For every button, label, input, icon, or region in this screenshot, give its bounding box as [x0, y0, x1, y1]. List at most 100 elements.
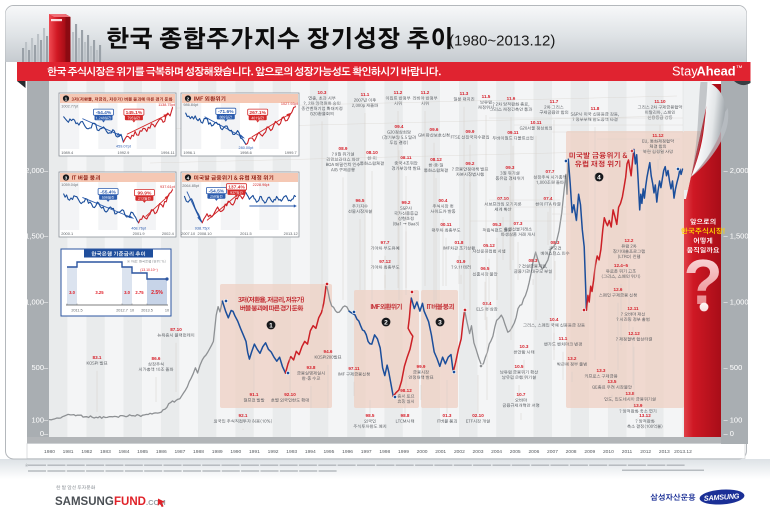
svg-text:1996: 1996 — [342, 449, 353, 455]
svg-text:1995: 1995 — [323, 449, 334, 455]
svg-text:13.12: 13.12 — [639, 413, 651, 418]
svg-text:2012: 2012 — [640, 449, 651, 455]
svg-text:10: 10 — [130, 309, 134, 313]
svg-text:11.6: 11.6 — [507, 96, 516, 101]
svg-text:03.4: 03.4 — [483, 301, 492, 306]
svg-text:– 1,000: – 1,000 — [724, 297, 749, 306]
svg-text:08.12: 08.12 — [430, 157, 442, 162]
svg-text:1991: 1991 — [249, 449, 260, 455]
svg-text:1: 1 — [65, 97, 68, 103]
svg-text:01.3: 01.3 — [443, 413, 452, 418]
svg-text:2002: 2002 — [454, 449, 465, 455]
svg-text:08.11: 08.11 — [400, 155, 412, 160]
svg-text:2007: 2007 — [547, 449, 558, 455]
svg-text:01.9: 01.9 — [457, 259, 466, 264]
svg-text:94.6: 94.6 — [324, 349, 333, 354]
svg-text:2011.5: 2011.5 — [240, 231, 252, 236]
svg-text:938.75pt: 938.75pt — [195, 227, 211, 231]
svg-text:07.3: 07.3 — [514, 221, 523, 226]
svg-text:98.8: 98.8 — [401, 413, 410, 418]
svg-text:3.25: 3.25 — [95, 290, 104, 295]
svg-text:Stay: Stay — [672, 64, 698, 79]
svg-text:11.8: 11.8 — [591, 106, 600, 111]
svg-text:99.9%: 99.9% — [137, 191, 152, 197]
svg-text:1986: 1986 — [156, 449, 167, 455]
svg-text:05.3: 05.3 — [493, 222, 502, 227]
svg-text:05.12: 05.12 — [483, 243, 495, 248]
svg-text:SAMSUNG: SAMSUNG — [704, 491, 740, 502]
svg-text:2001.9: 2001.9 — [133, 231, 145, 236]
svg-text:2064.85pt: 2064.85pt — [182, 184, 200, 188]
svg-text:2007.10: 2007.10 — [181, 231, 196, 236]
svg-text:97.12: 97.12 — [379, 259, 391, 264]
svg-text:98.12: 98.12 — [400, 388, 412, 393]
svg-text:1987: 1987 — [174, 449, 185, 455]
svg-text:2: 2 — [384, 319, 388, 326]
svg-text:1994: 1994 — [305, 449, 316, 455]
svg-text:1059.04pt: 1059.04pt — [61, 183, 79, 187]
svg-text:12.12: 12.12 — [628, 331, 640, 336]
svg-text:83.1: 83.1 — [93, 355, 102, 360]
svg-text:08.10: 08.10 — [366, 150, 378, 155]
svg-text:– 1,500: – 1,500 — [724, 232, 749, 241]
svg-text:-54.4%: -54.4% — [96, 110, 112, 116]
svg-text:※: ※ — [25, 463, 28, 468]
svg-text:1999: 1999 — [398, 449, 409, 455]
svg-text:2013.5: 2013.5 — [141, 309, 153, 313]
svg-text:87.10: 87.10 — [170, 327, 182, 332]
svg-text:86.6: 86.6 — [152, 356, 161, 361]
svg-text:1990: 1990 — [230, 449, 241, 455]
svg-text:267.1%: 267.1% — [249, 110, 266, 116]
svg-text:06.5: 06.5 — [481, 266, 490, 271]
svg-text:4: 4 — [187, 176, 190, 182]
svg-text:11.3: 11.3 — [460, 91, 469, 96]
svg-text:1002.77pt: 1002.77pt — [61, 105, 79, 109]
svg-text:-71.6%: -71.6% — [218, 109, 234, 115]
svg-text:137.4%: 137.4% — [228, 185, 245, 191]
svg-text:12.4~5: 12.4~5 — [614, 263, 629, 268]
svg-text:(1980~2013.12): (1980~2013.12) — [449, 33, 555, 50]
svg-text:11.12: 11.12 — [652, 133, 664, 138]
svg-text:2005: 2005 — [510, 449, 521, 455]
svg-text:500–: 500– — [32, 363, 50, 372]
svg-text:2000.1: 2000.1 — [61, 231, 73, 236]
svg-text:10.7: 10.7 — [517, 392, 526, 397]
svg-text:2010: 2010 — [603, 449, 614, 455]
svg-text:07.10: 07.10 — [497, 196, 509, 201]
svg-text:2006: 2006 — [528, 449, 539, 455]
svg-text:97.11: 97.11 — [348, 366, 360, 371]
svg-text:2013.12: 2013.12 — [674, 449, 692, 455]
svg-text:1985: 1985 — [137, 449, 148, 455]
svg-text:2012.7: 2012.7 — [116, 309, 128, 313]
svg-text:2013.12: 2013.12 — [284, 231, 298, 236]
svg-text:11.5: 11.5 — [482, 94, 491, 99]
svg-text:07.4: 07.4 — [544, 196, 553, 201]
svg-text:10.3: 10.3 — [318, 90, 327, 95]
svg-text:2228.96pt: 2228.96pt — [253, 183, 271, 187]
svg-text:SAMSUNG: SAMSUNG — [55, 496, 114, 508]
svg-text:00.4: 00.4 — [439, 198, 448, 203]
svg-text:– 2,000: – 2,000 — [724, 166, 749, 175]
svg-text:1993: 1993 — [286, 449, 297, 455]
svg-text:2.75: 2.75 — [135, 290, 144, 295]
svg-text:– 0: – 0 — [724, 429, 734, 438]
svg-text:09.3: 09.3 — [506, 165, 515, 170]
svg-text:(13.10.10~): (13.10.10~) — [140, 268, 157, 272]
svg-text:3: 3 — [65, 176, 68, 182]
svg-text:2008.10: 2008.10 — [198, 231, 213, 236]
svg-text:1989: 1989 — [212, 449, 223, 455]
svg-text:1989.4: 1989.4 — [61, 150, 74, 155]
svg-text:10: 10 — [165, 309, 169, 313]
svg-text:1998.6: 1998.6 — [240, 150, 252, 155]
svg-text:09.4: 09.4 — [395, 124, 404, 129]
svg-text:2000: 2000 — [417, 449, 428, 455]
svg-text:.COM: .COM — [146, 498, 166, 507]
svg-text:1980: 1980 — [44, 449, 55, 455]
svg-text:09.11: 09.11 — [507, 130, 519, 135]
svg-text:1027.93pt: 1027.93pt — [281, 102, 299, 106]
svg-text:1988: 1988 — [193, 449, 204, 455]
svg-text:1992.9: 1992.9 — [117, 150, 129, 155]
svg-text:11.10: 11.10 — [654, 99, 666, 104]
svg-text:10.5: 10.5 — [515, 364, 524, 369]
svg-text:00.11: 00.11 — [440, 222, 452, 227]
